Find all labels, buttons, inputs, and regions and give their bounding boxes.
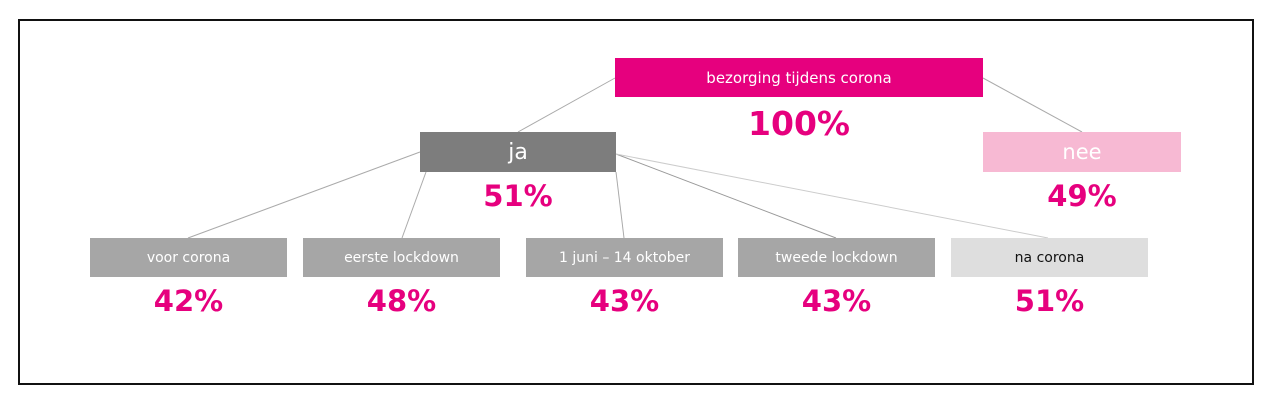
leaf-node-percent: 43% [589,284,660,318]
leaf-node-label: voor corona [146,249,231,266]
connector-ja-leaf-2 [401,171,427,239]
diagram-frame [18,19,1254,385]
root-node-percent: 100% [748,104,850,143]
nee-node-box: nee [983,132,1181,172]
leaf-node-box-tweede-lockdown: tweede lockdown [738,238,935,277]
leaf-node-box-eerste-lockdown: eerste lockdown [303,238,500,277]
root-node-box: bezorging tijdens corona [615,58,983,97]
connector-ja-leaf-5 [615,153,1049,239]
connector-ja-leaf-1 [187,151,421,239]
connector-ja-leaf-4 [615,153,837,239]
connector-ja-leaf-3 [615,171,625,239]
leaf-node-label: tweede lockdown [775,249,898,266]
ja-node-percent: 51% [483,179,553,213]
leaf-node-percent: 43% [801,284,872,318]
leaf-node-percent: 51% [1014,284,1085,318]
leaf-node-box-1-juni-14-oktober: 1 juni – 14 oktober [526,238,723,277]
leaf-node-percent: 48% [366,284,437,318]
connector-root-nee [982,77,1083,133]
connector-root-ja [517,77,616,133]
leaf-node-box-voor-corona: voor corona [90,238,287,277]
leaf-node-label: eerste lockdown [344,249,459,266]
nee-node-label: nee [1062,140,1102,164]
ja-node-label: ja [508,139,528,165]
ja-node-box: ja [420,132,616,172]
root-node-label: bezorging tijdens corona [706,68,892,87]
leaf-node-label: na corona [1014,249,1085,266]
leaf-node-percent: 42% [153,284,224,318]
nee-node-percent: 49% [1047,179,1117,213]
leaf-node-box-na-corona: na corona [951,238,1148,277]
leaf-node-label: 1 juni – 14 oktober [558,249,691,266]
